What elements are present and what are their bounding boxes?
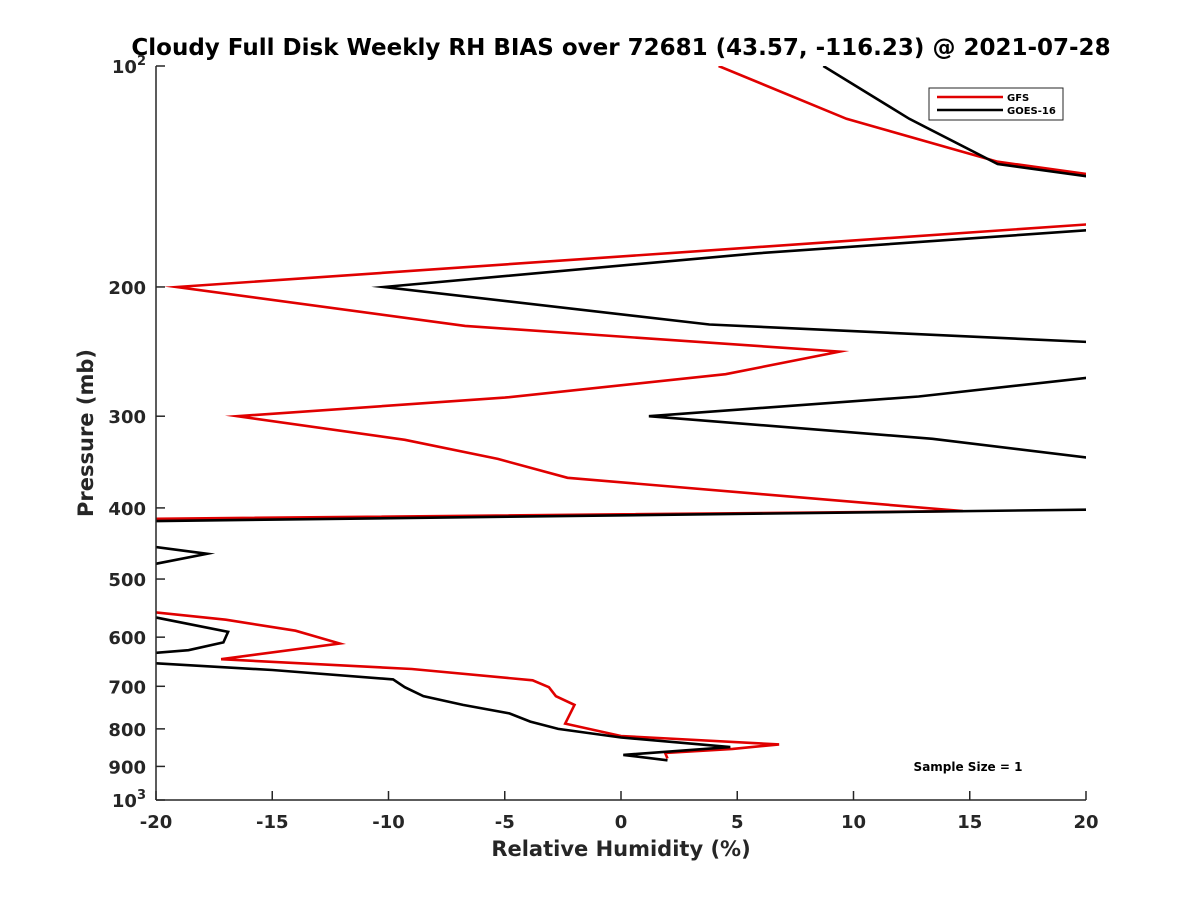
y-tick-label-base: 10 <box>112 57 137 78</box>
legend-label-gfs: GFS <box>1007 93 1029 104</box>
y-tick-label: 200 <box>108 278 146 299</box>
y-tick-label-exponent: 3 <box>137 788 146 803</box>
series-line-goes16 <box>822 66 1086 178</box>
x-tick-label: 10 <box>841 812 866 833</box>
x-tick-label: 0 <box>615 812 628 833</box>
series-line-gfs <box>156 611 780 760</box>
chart-title: Cloudy Full Disk Weekly RH BIAS over 726… <box>131 35 1110 61</box>
x-tick-label: -10 <box>372 812 405 833</box>
y-axis-label: Pressure (mb) <box>74 349 98 517</box>
series-line-gfs <box>718 66 1086 176</box>
y-tick-label: 300 <box>108 407 146 428</box>
x-axis-label: Relative Humidity (%) <box>491 837 750 861</box>
x-tick-label: -5 <box>495 812 515 833</box>
sample-size-annotation: Sample Size = 1 <box>914 760 1023 774</box>
y-tick-label-exponent: 2 <box>137 54 146 69</box>
x-tick-label: -20 <box>140 812 173 833</box>
x-tick-label: 20 <box>1073 812 1098 833</box>
series-line-goes16 <box>371 229 1086 344</box>
series-line-goes16 <box>156 545 216 566</box>
series-line-goes16 <box>156 508 1086 523</box>
y-tick-label: 400 <box>108 499 146 520</box>
y-tick-label: 700 <box>108 677 146 698</box>
legend: GFS GOES-16 <box>928 87 1064 121</box>
y-tick-label: 102 <box>112 54 146 78</box>
y-tick-label-base: 10 <box>112 791 137 812</box>
y-tick-label: 900 <box>108 757 146 778</box>
x-tick-label: 5 <box>731 812 744 833</box>
x-tick-label: 15 <box>957 812 982 833</box>
series-line-gfs <box>156 223 1086 521</box>
y-tick-label: 800 <box>108 720 146 741</box>
y-tick-label: 103 <box>112 788 146 812</box>
y-tick-label: 500 <box>108 570 146 591</box>
series-line-goes16 <box>648 376 1086 459</box>
series-layer <box>156 66 1086 762</box>
legend-label-goes16: GOES-16 <box>1007 106 1056 117</box>
x-tick-label: -15 <box>256 812 289 833</box>
y-tick-label: 600 <box>108 628 146 649</box>
series-line-goes16 <box>156 662 731 762</box>
legend-box <box>928 87 1064 121</box>
x-ticks: -20 -15 -10 -5 0 5 10 15 20 <box>140 791 1099 833</box>
series-line-goes16 <box>156 616 230 655</box>
